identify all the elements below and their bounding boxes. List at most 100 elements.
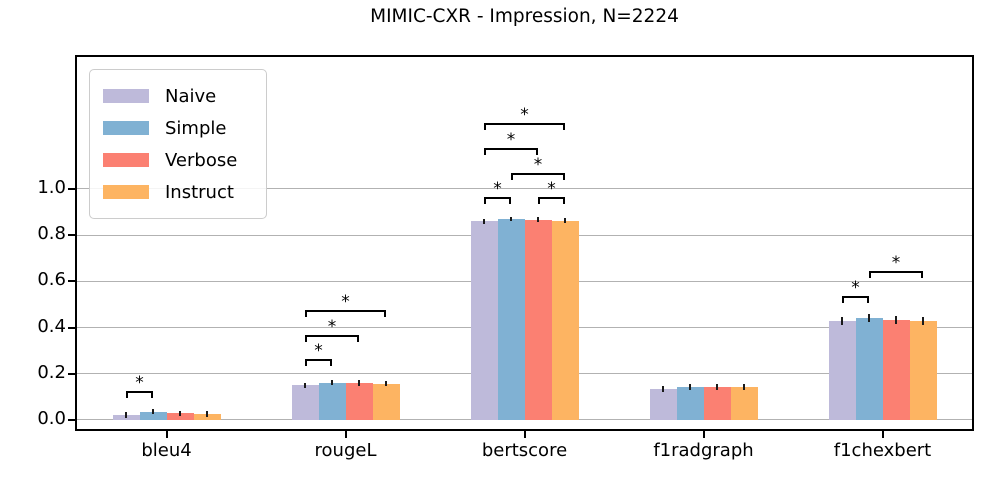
significance-bracket-end <box>563 122 565 130</box>
error-bar <box>304 382 306 389</box>
legend-label-verbose: Verbose <box>165 149 238 171</box>
bar-simple-f1chexbert <box>855 317 883 420</box>
significance-star: * <box>891 252 901 273</box>
legend-item-verbose: Verbose <box>103 145 253 175</box>
bar-verbose-bleu4 <box>166 413 194 420</box>
error-bar <box>537 217 539 222</box>
significance-bracket-end <box>357 334 359 342</box>
significance-star: * <box>493 179 502 200</box>
error-bar <box>152 408 154 415</box>
legend: Naive Simple Verbose Instruct <box>89 69 267 219</box>
error-bar <box>716 384 718 391</box>
significance-star: * <box>506 130 516 151</box>
x-tick-mark <box>881 431 884 438</box>
legend-swatch-instruct <box>103 185 149 199</box>
bar-simple-f1radgraph <box>676 386 704 420</box>
significance-bracket <box>538 197 565 200</box>
significance-bracket-end <box>509 197 511 205</box>
x-tick-label-f1radgraph: f1radgraph <box>653 440 754 461</box>
bar-simple-rougeL <box>318 382 346 420</box>
legend-item-naive: Naive <box>103 81 253 111</box>
bar-naive-bertscore <box>470 221 498 420</box>
significance-bracket-end <box>536 148 538 156</box>
error-bar <box>125 412 127 418</box>
x-tick-label-rougeL: rougeL <box>314 440 377 461</box>
significance-star: * <box>520 104 529 125</box>
significance-bracket <box>484 148 538 151</box>
significance-bracket-end <box>484 148 486 156</box>
y-tick-label: 0.2 <box>37 361 66 383</box>
significance-bracket-end <box>126 391 128 399</box>
y-tick-mark <box>68 326 75 329</box>
error-bar <box>895 315 897 324</box>
significance-bracket <box>484 197 511 200</box>
significance-bracket <box>305 310 386 312</box>
bar-verbose-rougeL <box>345 383 373 420</box>
y-tick-label: 1.0 <box>37 176 66 198</box>
significance-star: * <box>327 316 337 337</box>
significance-bracket-end <box>305 334 307 342</box>
error-bar <box>662 385 664 392</box>
bar-instruct-f1chexbert <box>909 320 937 420</box>
bar-naive-rougeL <box>291 385 319 420</box>
significance-star: * <box>314 340 323 361</box>
bar-simple-bleu4 <box>139 411 167 420</box>
legend-swatch-simple <box>103 121 149 135</box>
error-bar <box>922 316 924 325</box>
error-bar <box>483 218 485 224</box>
y-tick-label: 0.4 <box>37 315 66 337</box>
error-bar <box>743 383 745 390</box>
significance-bracket <box>484 122 565 125</box>
significance-bracket-end <box>484 197 486 205</box>
bar-instruct-bleu4 <box>193 413 221 420</box>
significance-bracket <box>511 172 565 175</box>
significance-bracket-end <box>511 172 513 180</box>
x-tick-mark <box>523 431 526 438</box>
error-bar <box>206 411 208 417</box>
significance-star: * <box>851 277 860 298</box>
y-tick-mark <box>68 234 75 237</box>
significance-bracket-end <box>151 391 153 399</box>
bar-verbose-f1radgraph <box>703 387 731 420</box>
error-bar <box>331 379 333 386</box>
chart-title: MIMIC-CXR - Impression, N=2224 <box>370 6 679 27</box>
legend-swatch-verbose <box>103 153 149 167</box>
y-tick-mark <box>68 187 75 190</box>
bar-verbose-bertscore <box>524 219 552 420</box>
y-tick-label: 0.8 <box>37 223 66 245</box>
error-bar <box>841 317 843 325</box>
significance-bracket-end <box>563 197 565 205</box>
bar-instruct-rougeL <box>372 383 400 420</box>
y-tick-mark <box>68 372 75 375</box>
x-tick-label-bleu4: bleu4 <box>141 440 192 461</box>
legend-item-instruct: Instruct <box>103 177 253 207</box>
significance-star: * <box>341 292 350 312</box>
significance-bracket-end <box>538 197 540 205</box>
x-tick-label-bertscore: bertscore <box>481 440 568 461</box>
significance-bracket-end <box>867 295 869 303</box>
x-tick-label-f1chexbert: f1chexbert <box>833 440 932 461</box>
error-bar <box>689 383 691 390</box>
y-tick-mark <box>68 280 75 283</box>
significance-bracket <box>305 358 332 361</box>
significance-star: * <box>547 179 556 200</box>
legend-label-instruct: Instruct <box>165 181 234 203</box>
x-tick-mark <box>344 431 347 438</box>
significance-bracket <box>305 334 359 337</box>
legend-item-simple: Simple <box>103 113 253 143</box>
bar-instruct-bertscore <box>551 220 579 420</box>
significance-bracket-end <box>921 270 923 278</box>
significance-star: * <box>135 373 144 394</box>
significance-bracket-end <box>305 310 307 317</box>
significance-bracket-end <box>563 172 565 180</box>
error-bar <box>510 216 512 222</box>
error-bar <box>358 380 360 386</box>
significance-bracket-end <box>869 270 871 278</box>
significance-bracket <box>869 270 923 273</box>
significance-bracket-end <box>305 358 307 366</box>
y-tick-label: 0.0 <box>37 407 66 429</box>
y-tick-label: 0.6 <box>37 269 66 291</box>
x-tick-mark <box>165 431 168 438</box>
significance-bracket-end <box>384 310 386 317</box>
